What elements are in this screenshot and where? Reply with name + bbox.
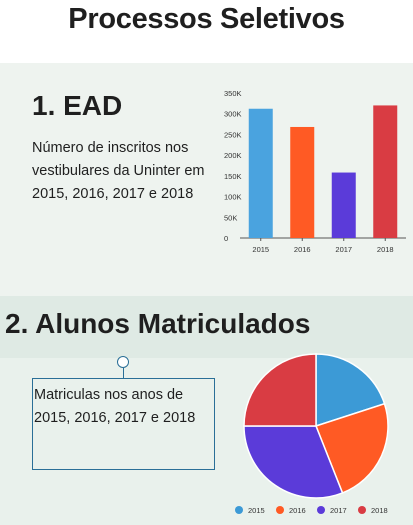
page-title: Processos Seletivos [68, 3, 345, 35]
legend-swatch [317, 506, 325, 514]
bar [248, 108, 273, 238]
selected-text-box[interactable]: Matriculas nos anos de 2015, 2016, 2017 … [32, 378, 215, 470]
y-tick-label: 250K [224, 130, 242, 139]
legend-swatch [358, 506, 366, 514]
y-tick-label: 100K [224, 193, 242, 202]
x-tick-label: 2017 [335, 245, 352, 254]
bar [373, 105, 398, 238]
y-tick-label: 350K [224, 89, 242, 98]
textbox-text[interactable]: Matriculas nos anos de 2015, 2016, 2017 … [34, 387, 196, 426]
pie-slice [243, 425, 344, 499]
ead-heading: 1. EAD [32, 90, 123, 121]
ead-section: 1. EAD Número de inscritos nos vestibula… [0, 63, 413, 296]
legend-label: 2016 [289, 506, 306, 515]
x-tick-label: 2018 [377, 245, 394, 254]
rotate-handle-stem [123, 368, 124, 378]
rotate-handle[interactable] [117, 356, 129, 368]
pie-slice [243, 353, 317, 427]
y-tick-label: 200K [224, 151, 242, 160]
enrolled-heading: 2. Alunos Matriculados [5, 308, 311, 339]
legend-label: 2018 [371, 506, 388, 515]
y-tick-label: 300K [224, 110, 242, 119]
bar-chart: 0 50K 100K 150K 200K 250K 300K 350K 2015 2016 2017… [224, 89, 406, 254]
section-heading-band [0, 296, 413, 358]
pie-slice [315, 353, 386, 428]
y-tick-label: 50K [224, 213, 237, 222]
legend-label: 2017 [330, 506, 347, 515]
x-tick-label: 2016 [294, 245, 311, 254]
pie-chart: 2015 2016 2017 2018 [235, 353, 389, 515]
bar [290, 126, 315, 238]
legend-swatch [235, 506, 243, 514]
y-tick-label: 150K [224, 172, 242, 181]
legend-label: 2015 [248, 506, 265, 515]
bar [331, 172, 356, 238]
enrolled-section: 2. Alunos Matriculados Matriculas nos an… [0, 296, 413, 525]
legend-swatch [276, 506, 284, 514]
x-tick-label: 2015 [252, 245, 269, 254]
ead-description: Número de inscritos nos vestibulares da … [32, 140, 205, 202]
y-tick-label: 0 [224, 234, 228, 243]
